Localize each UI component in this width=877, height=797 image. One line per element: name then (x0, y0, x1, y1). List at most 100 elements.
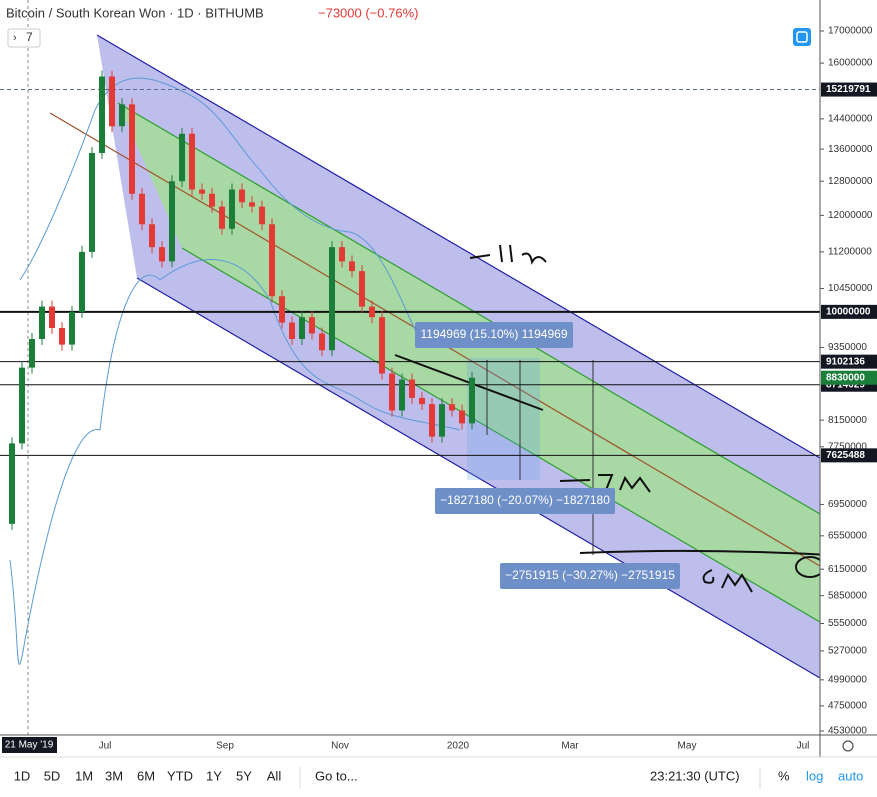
price-tag-label: 7625488 (826, 450, 865, 461)
candle (39, 306, 45, 340)
price-tag (821, 354, 877, 369)
candle (119, 104, 125, 127)
crosshair-date: 21 May '19 (5, 740, 54, 751)
measure-label: 1194969 (15.10%) 1194969 (420, 327, 567, 341)
y-tick-label: 11200000 (828, 247, 872, 258)
y-tick-label: 17000000 (828, 26, 873, 37)
channel-lower (136, 277, 821, 679)
candle (189, 133, 195, 190)
percent-toggle[interactable]: % (778, 768, 790, 783)
candle (89, 153, 95, 252)
candle (99, 76, 105, 154)
candle (299, 317, 305, 340)
candle (469, 377, 475, 424)
candle (349, 261, 355, 272)
y-tick-label: 5550000 (828, 618, 867, 629)
y-tick-label: 5850000 (828, 590, 867, 601)
candle (369, 306, 375, 318)
candle (9, 443, 15, 524)
candle (259, 206, 265, 225)
y-tick-label: 5270000 (828, 646, 867, 657)
auto-toggle[interactable]: auto (838, 768, 863, 783)
range-button[interactable]: 1Y (206, 768, 222, 783)
y-tick-label: 12000000 (828, 210, 873, 221)
bollinger-lower (9, 259, 461, 665)
candle (209, 193, 215, 207)
range-button[interactable]: 1D (14, 768, 31, 783)
y-tick-label: 6950000 (828, 499, 867, 510)
x-tick-label: Sep (216, 741, 234, 752)
price-tag (821, 304, 877, 319)
candle (339, 247, 345, 262)
candle (179, 133, 185, 182)
log-toggle[interactable]: log (806, 768, 823, 783)
measure-box (435, 488, 615, 514)
channel-inner (118, 103, 820, 622)
price-tag (821, 448, 877, 463)
candle (219, 206, 225, 229)
plot-area: 1194969 (15.10%) 1194969 −1827180 (−20.07… (0, 0, 831, 735)
y-tick-label: 4750000 (828, 701, 867, 712)
x-tick-label: 2020 (447, 741, 470, 752)
candle (139, 193, 145, 225)
candle (439, 404, 445, 437)
candle (419, 397, 425, 405)
measure-box (415, 322, 573, 348)
goto-button[interactable]: Go to... (315, 768, 358, 783)
crosshair-date-tag (2, 737, 57, 753)
candle (59, 327, 65, 345)
range-button[interactable]: All (267, 768, 282, 783)
handwriting-line (579, 549, 831, 556)
indicator-toggle[interactable] (7, 28, 41, 48)
range-button[interactable]: 6M (137, 768, 155, 783)
range-button[interactable]: 5D (44, 768, 61, 783)
y-tick-label: 10450000 (828, 283, 873, 294)
candle (269, 224, 275, 297)
settings-button[interactable] (793, 28, 811, 46)
x-tick-label: Nov (331, 741, 349, 752)
range-button[interactable]: 5Y (236, 768, 252, 783)
candle (199, 189, 205, 194)
y-tick-label: 6150000 (828, 564, 867, 575)
range-button[interactable]: 1M (75, 768, 93, 783)
settings-icon (796, 31, 808, 43)
candle (129, 104, 135, 194)
y-tick-label: 7750000 (828, 441, 867, 452)
measure-box (500, 563, 680, 589)
x-tick-label: Jul (797, 741, 810, 752)
handwriting-6m (702, 569, 753, 593)
range-button[interactable]: YTD (167, 768, 193, 783)
candle (229, 189, 235, 229)
price-tag-label: 10000000 (826, 307, 871, 318)
handwriting-11m (469, 244, 547, 265)
candle (289, 322, 295, 340)
candle (249, 202, 255, 207)
y-tick-label: 12800000 (828, 176, 873, 187)
y-tick-label: 9350000 (828, 342, 867, 353)
channel-upper (96, 34, 821, 459)
candle (329, 247, 335, 351)
y-tick-label: 4990000 (828, 674, 867, 685)
candle (409, 379, 415, 398)
chevron: › (13, 32, 17, 44)
indicator-count: 7 (26, 30, 33, 44)
x-tick-label: Jul (99, 741, 112, 752)
candle (279, 296, 285, 323)
measure-label: −1827180 (−20.07%) −1827180 (440, 493, 610, 507)
last-price-label: 8830000 (826, 372, 865, 383)
price-tag-label: 8714029 (826, 379, 865, 390)
last-price-tag (821, 370, 877, 385)
candle (309, 317, 315, 334)
clock: 23:21:30 (UTC) (650, 768, 740, 783)
candle (79, 251, 85, 312)
axis-settings[interactable] (842, 740, 854, 752)
price-tag-label: 9102136 (826, 356, 865, 367)
price-tag (821, 82, 877, 97)
candle (379, 317, 385, 374)
range-button[interactable]: 3M (105, 768, 123, 783)
candle (19, 367, 25, 444)
candle (359, 271, 365, 307)
candle (389, 373, 395, 411)
header: Bitcoin / South Korean Won · 1D · BITHUM… (6, 5, 811, 48)
